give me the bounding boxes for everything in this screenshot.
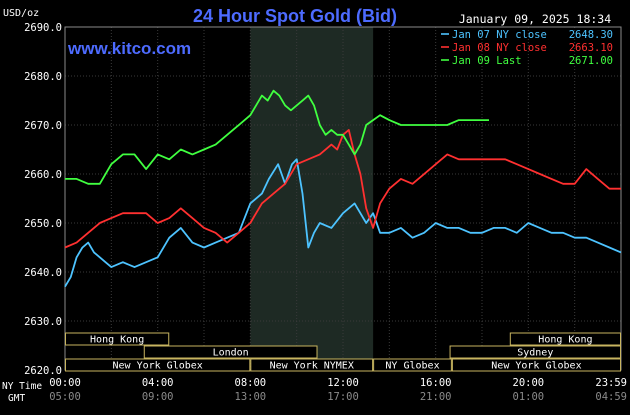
- x-tick-label: 00:00: [49, 377, 81, 389]
- x-tick-label: 04:00: [142, 377, 174, 389]
- gmt-tick-label: 13:00: [235, 391, 267, 403]
- gmt-tick-label: 09:00: [142, 391, 174, 403]
- site-link[interactable]: www.kitco.com: [67, 39, 191, 58]
- session-bar: [509, 332, 621, 346]
- chart-timestamp: January 09, 2025 18:34: [459, 12, 611, 26]
- series-line-2: [65, 89, 489, 185]
- session-bar: [373, 358, 452, 372]
- session-bar: [65, 332, 170, 346]
- y-tick-label: 2640.0: [24, 267, 62, 279]
- x-tick-label: 12:00: [327, 377, 359, 389]
- x-tick-label: 20:00: [513, 377, 545, 389]
- axis-layer: 2690.0 2680.0 2670.0 2660.0 2650.0 2640.0 2630…: [24, 22, 627, 403]
- session-label: New York NYMEX: [270, 361, 354, 372]
- gmt-tick-label: 21:00: [420, 391, 452, 403]
- x-tick-label: 23:59: [595, 377, 627, 389]
- y-tick-label: 2670.0: [24, 120, 62, 132]
- x-tick-label: 08:00: [235, 377, 267, 389]
- legend-value-2: 2671.00: [569, 55, 613, 67]
- series-layer: [64, 89, 622, 288]
- session-label: Hong Kong: [90, 335, 144, 346]
- session-label: NY Globex: [385, 361, 439, 372]
- y-tick-label: 2650.0: [24, 218, 62, 230]
- y-tick-label: 2680.0: [24, 71, 62, 83]
- session-label: Hong Kong: [538, 335, 592, 346]
- session-bar: [250, 358, 374, 372]
- legend-value-0: 2648.30: [569, 29, 613, 41]
- nymex-highlight-region: [250, 27, 374, 370]
- gmt-tick-label: 01:00: [513, 391, 545, 403]
- legend: Jan 07 NY close 2648.30 Jan 08 NY close 266…: [441, 29, 613, 67]
- gmt-tick-label: 04:59: [595, 391, 627, 403]
- series-line-0: [64, 158, 622, 288]
- session-layer: Hong Kong Hong Kong London Sydney New York G…: [65, 332, 622, 372]
- legend-value-1: 2663.10: [569, 42, 613, 54]
- highlight-layer: [250, 27, 374, 370]
- y-tick-label: 2620.0: [24, 365, 62, 377]
- x-axis-gmt-label: GMT: [8, 393, 25, 404]
- y-tick-label: 2660.0: [24, 169, 62, 181]
- session-label: New York Globex: [113, 361, 203, 372]
- session-label: New York Globex: [491, 361, 581, 372]
- legend-label-2: Jan 09 Last: [452, 55, 522, 67]
- session-label: London: [213, 348, 249, 359]
- y-tick-label: 2690.0: [24, 22, 62, 34]
- y-tick-label: 2630.0: [24, 316, 62, 328]
- x-axis-ny-time-label: NY Time: [2, 381, 42, 392]
- legend-label-0: Jan 07 NY close: [452, 29, 547, 41]
- x-tick-label: 16:00: [420, 377, 452, 389]
- series-line-1: [64, 128, 621, 249]
- session-bar: [143, 345, 318, 359]
- session-bar: [65, 358, 251, 372]
- gmt-tick-label: 17:00: [327, 391, 359, 403]
- session-bar: [451, 358, 621, 372]
- session-label: Sydney: [517, 348, 553, 359]
- y-axis-unit-label: USD/oz: [3, 8, 39, 19]
- gmt-tick-label: 05:00: [49, 391, 81, 403]
- chart-title: 24 Hour Spot Gold (Bid): [193, 6, 397, 26]
- legend-label-1: Jan 08 NY close: [452, 42, 547, 54]
- session-bar: [449, 345, 622, 359]
